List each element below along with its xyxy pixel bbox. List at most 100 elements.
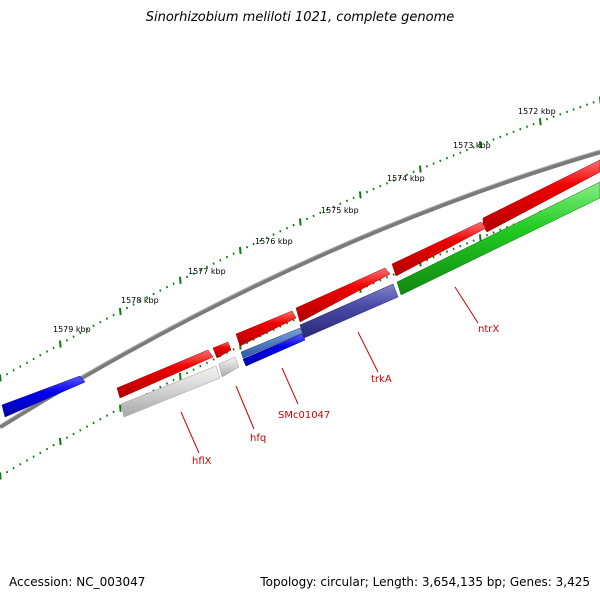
minor-tick: [132, 303, 135, 306]
minor-tick: [559, 113, 562, 116]
minor-tick: [472, 146, 475, 149]
minor-tick: [425, 165, 429, 168]
minor-tick: [459, 151, 462, 154]
outer-ruler-ticks: [0, 96, 600, 382]
minor-tick: [385, 276, 389, 279]
gene-label-hfq[interactable]: hfq: [250, 433, 266, 444]
gene-arrow[interactable]: [116, 349, 214, 399]
gene-arrow[interactable]: [235, 310, 297, 347]
minor-tick: [485, 233, 489, 237]
gene-arrow[interactable]: [391, 221, 487, 277]
minor-tick: [185, 275, 189, 279]
minor-tick: [272, 233, 275, 236]
minor-tick: [379, 279, 382, 282]
major-tick: [0, 374, 2, 382]
minor-tick: [165, 285, 169, 289]
tick-label-1579: 1579 kbp: [53, 325, 91, 334]
minor-tick: [252, 242, 255, 246]
minor-tick: [232, 252, 235, 255]
green-feature-ntrX[interactable]: [396, 181, 600, 296]
cds-bar[interactable]: [218, 356, 240, 378]
major-tick: [119, 307, 122, 316]
minor-tick: [399, 176, 402, 179]
minor-tick: [205, 265, 209, 269]
minor-tick: [392, 179, 395, 182]
minor-tick: [379, 184, 382, 188]
blue-feature[interactable]: [242, 333, 306, 367]
minor-tick: [565, 110, 569, 114]
minor-tick: [79, 429, 82, 432]
minor-tick: [325, 208, 329, 212]
minor-tick: [372, 187, 375, 191]
minor-tick: [12, 369, 15, 372]
minor-tick: [105, 414, 109, 417]
gene-label-ntrX[interactable]: ntrX: [478, 324, 499, 335]
minor-tick: [532, 122, 535, 126]
major-tick: [539, 118, 542, 126]
minor-tick: [432, 162, 435, 165]
tick-label-1578: 1578 kbp: [121, 296, 159, 305]
minor-tick: [505, 133, 509, 136]
minor-tick: [159, 385, 162, 389]
minor-tick: [499, 228, 502, 232]
ruler-labels: 1572 kbp 1573 kbp 1574 kbp 1575 kbp 1576…: [53, 107, 556, 334]
minor-tick: [452, 154, 455, 157]
blue-feature-left[interactable]: [1, 375, 86, 418]
minor-tick: [512, 130, 515, 134]
minor-tick: [85, 425, 89, 428]
minor-tick: [405, 173, 409, 176]
minor-tick: [32, 357, 35, 361]
minor-tick: [45, 350, 49, 353]
minor-tick: [92, 421, 95, 425]
minor-tick: [72, 335, 75, 338]
major-tick: [239, 246, 242, 255]
minor-tick: [445, 156, 449, 160]
minor-tick: [112, 410, 115, 414]
minor-tick: [592, 101, 595, 104]
minor-tick: [332, 205, 335, 209]
major-tick: [59, 340, 62, 348]
minor-tick: [319, 211, 322, 215]
minor-tick: [439, 159, 442, 163]
purple-feature-trkA[interactable]: [299, 283, 399, 339]
minor-tick: [552, 115, 555, 118]
gene-arrow[interactable]: [212, 341, 232, 359]
gene-label-trkA[interactable]: trkA: [371, 374, 392, 385]
leader-hfq: [235, 385, 255, 430]
minor-tick: [492, 231, 495, 234]
minor-tick: [172, 378, 175, 382]
gene-label-hflX[interactable]: hflX: [192, 456, 212, 467]
gene-label-SMc01047[interactable]: SMc01047: [278, 410, 330, 421]
minor-tick: [125, 306, 129, 310]
minor-tick: [485, 140, 489, 144]
cds-bar[interactable]: [120, 365, 221, 418]
minor-tick: [52, 443, 55, 447]
minor-tick: [225, 255, 229, 259]
minor-tick: [25, 361, 29, 365]
minor-tick: [85, 328, 89, 331]
minor-tick: [312, 214, 315, 218]
minor-tick: [439, 253, 442, 256]
minor-tick: [192, 368, 195, 371]
minor-tick: [352, 196, 355, 200]
minor-tick: [192, 272, 195, 275]
minor-tick: [32, 455, 35, 458]
major-tick: [359, 191, 362, 199]
minor-tick: [5, 470, 9, 474]
major-tick: [299, 218, 302, 226]
minor-tick: [185, 371, 189, 375]
minor-tick: [432, 255, 435, 259]
minor-tick: [219, 259, 222, 262]
gene-arrow[interactable]: [295, 267, 391, 323]
minor-tick: [5, 372, 9, 376]
minor-tick: [105, 317, 109, 320]
minor-tick: [585, 103, 589, 106]
minor-tick: [545, 117, 549, 121]
major-tick: [179, 372, 182, 381]
minor-tick: [519, 127, 522, 131]
minor-tick: [199, 268, 202, 272]
minor-tick: [492, 138, 495, 141]
map-title: Sinorhizobium meliloti 1021, complete ge…: [145, 10, 455, 25]
minor-tick: [472, 239, 475, 242]
